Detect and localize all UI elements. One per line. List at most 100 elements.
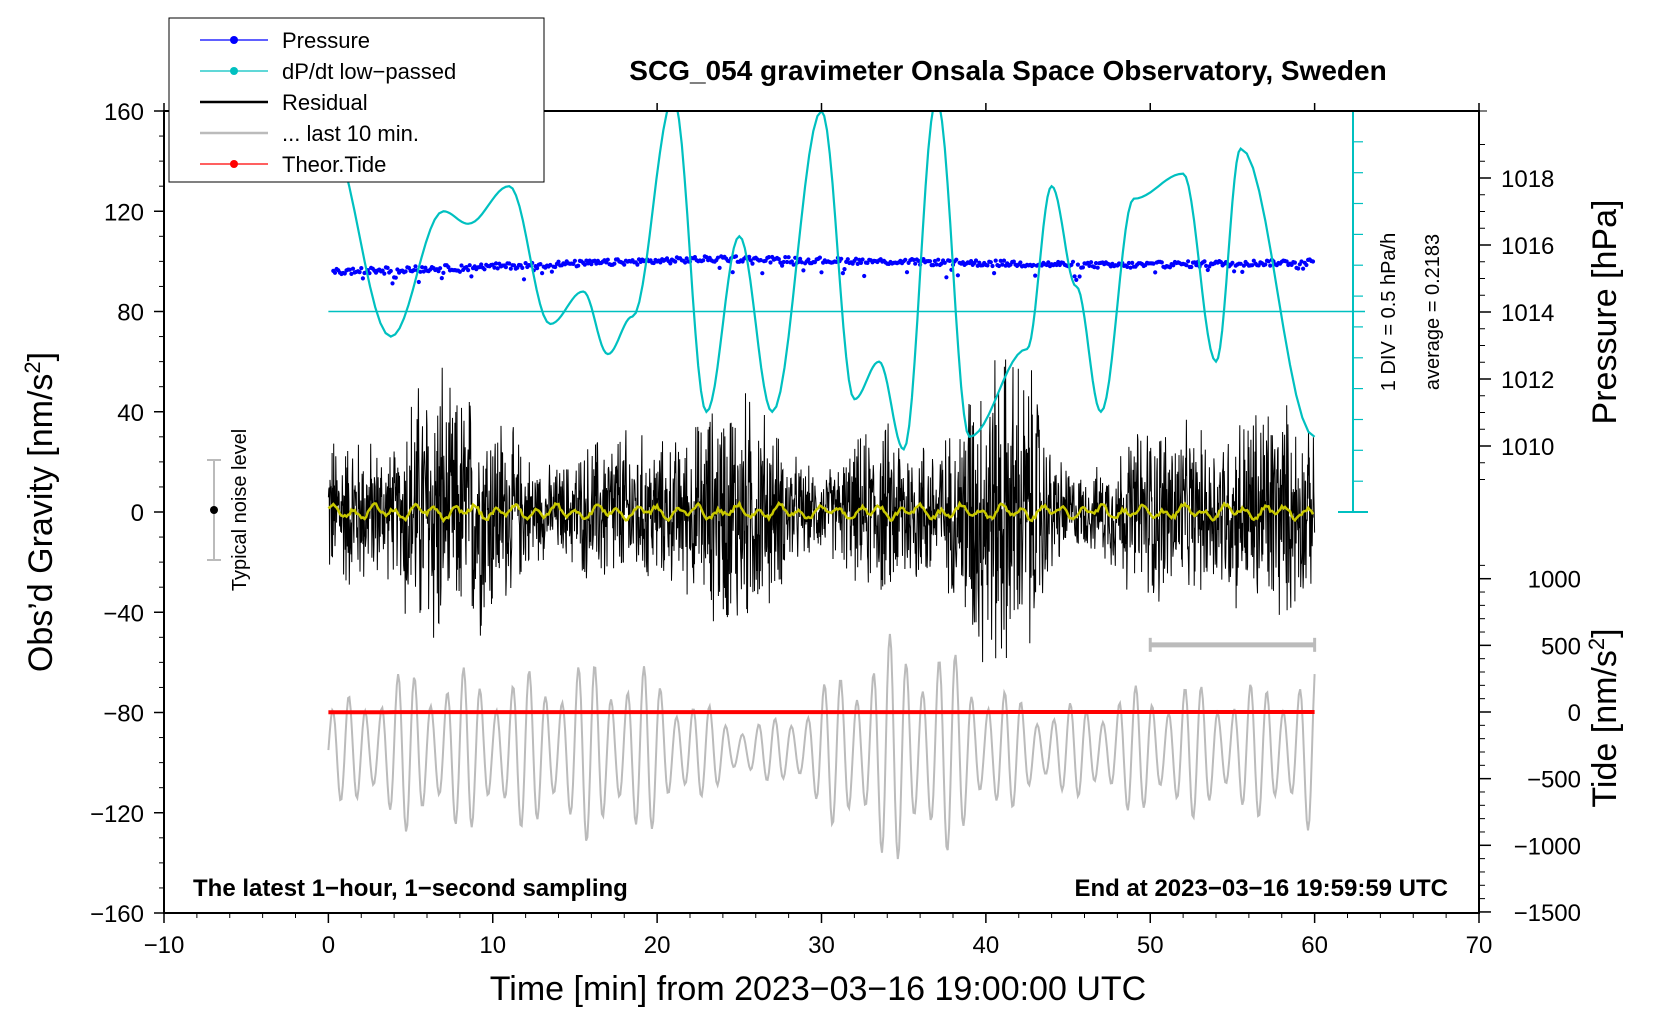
pressure-point xyxy=(748,258,753,263)
pressure-point xyxy=(357,270,362,275)
pressure-point xyxy=(1310,259,1316,264)
pressure-tick-label: 1010 xyxy=(1501,434,1554,461)
pressure-point xyxy=(549,269,555,274)
pressure-point xyxy=(411,268,416,273)
pressure-point xyxy=(385,265,390,270)
pressure-point xyxy=(934,262,939,267)
x-tick-label: 30 xyxy=(808,932,835,959)
legend-box xyxy=(168,17,545,183)
tide-axis-title-sup: 2 xyxy=(1584,638,1609,650)
pressure-point xyxy=(349,271,354,276)
pressure-point xyxy=(350,266,356,271)
pressure-point xyxy=(780,263,785,268)
pressure-point xyxy=(673,259,678,264)
pressure-point xyxy=(760,271,765,276)
pressure-point xyxy=(783,255,788,260)
pressure-point xyxy=(1075,262,1080,267)
pressure-point xyxy=(1218,260,1223,265)
pressure-point xyxy=(1011,259,1016,264)
pressure-point xyxy=(768,260,773,265)
noise-level-marker: Typical noise level xyxy=(207,429,251,591)
pressure-point xyxy=(1301,266,1306,271)
pressure-point xyxy=(955,273,961,278)
noise-label: Typical noise level xyxy=(229,429,251,591)
data-layer xyxy=(327,110,1368,860)
pressure-point xyxy=(1284,259,1289,264)
pressure-point xyxy=(439,276,444,281)
x-axis-title: Time [min] from 2023−03−16 19:00:00 UTC xyxy=(490,970,1146,1008)
pressure-point xyxy=(347,267,352,272)
pressure-point xyxy=(1153,270,1158,275)
pressure-point xyxy=(1095,265,1100,270)
pressure-point xyxy=(806,257,811,262)
legend-label-pressure: Pressure xyxy=(282,28,370,53)
pressure-point xyxy=(605,257,610,262)
pressure-point xyxy=(446,265,451,270)
pressure-point xyxy=(758,258,763,263)
pressure-point xyxy=(520,265,525,270)
pressure-point xyxy=(1128,265,1133,270)
pressure-point xyxy=(791,262,796,267)
pressure-point xyxy=(1089,260,1094,265)
pressure-point xyxy=(766,255,772,260)
pressure-point xyxy=(904,270,910,275)
legend-item-residual: Residual xyxy=(200,90,368,115)
pressure-point xyxy=(507,261,512,266)
pressure-point xyxy=(403,269,408,274)
pressure-point xyxy=(1074,277,1079,282)
pressure-point xyxy=(1256,263,1261,268)
pressure-point xyxy=(382,271,387,276)
pressure-point xyxy=(332,270,338,275)
pressure-point xyxy=(360,276,365,281)
pressure-point xyxy=(817,255,823,260)
pressure-point xyxy=(418,269,423,274)
pressure-point xyxy=(1202,259,1207,264)
y-tick-label: −120 xyxy=(90,801,144,828)
pressure-point xyxy=(684,256,689,261)
sampling-annotation: The latest 1−hour, 1−second sampling xyxy=(193,875,628,902)
x-tick-label: 40 xyxy=(973,932,1000,959)
pressure-point xyxy=(622,262,627,267)
pressure-point xyxy=(988,260,993,265)
pressure-point xyxy=(936,257,941,262)
pressure-point xyxy=(571,261,576,266)
pressure-point xyxy=(913,261,918,266)
pressure-point xyxy=(1046,260,1051,265)
pressure-point xyxy=(975,263,980,268)
pressure-point xyxy=(1240,269,1245,274)
legend-label-residual: Residual xyxy=(282,90,368,115)
tide-axis-title-end: ] xyxy=(1586,628,1624,637)
pressure-tick-label: 1014 xyxy=(1501,300,1554,327)
pressure-point xyxy=(939,261,944,266)
pressure-point xyxy=(781,259,786,265)
pressure-point xyxy=(503,265,508,270)
pressure-point xyxy=(1080,265,1085,270)
pressure-point xyxy=(479,262,484,267)
pressure-point xyxy=(420,265,425,270)
pressure-point xyxy=(1151,261,1156,266)
y-axis-title-main: Obs’d Gravity [nm/s xyxy=(22,374,60,673)
pressure-point xyxy=(540,271,545,276)
pressure-point xyxy=(535,266,540,271)
pressure-point xyxy=(390,281,395,286)
pressure-point xyxy=(947,258,952,263)
pressure-point xyxy=(1031,262,1036,268)
pressure-point xyxy=(855,261,860,266)
tide-tick-label: 0 xyxy=(1568,700,1581,727)
pressure-point xyxy=(1299,259,1304,264)
pressure-point xyxy=(1194,263,1199,268)
pressure-point xyxy=(993,258,998,263)
pressure-point xyxy=(457,269,462,274)
pressure-point xyxy=(1167,265,1173,270)
pressure-point xyxy=(1189,264,1194,270)
dpdt-series-line xyxy=(327,111,1316,451)
pressure-point xyxy=(1069,262,1074,267)
pressure-point xyxy=(969,259,974,264)
tide-tick-label: −1000 xyxy=(1514,833,1581,860)
pressure-point xyxy=(1241,263,1246,268)
legend-item-pressure: Pressure xyxy=(200,28,370,53)
pressure-point xyxy=(1125,264,1130,269)
end-time-annotation: End at 2023−03−16 19:59:59 UTC xyxy=(1074,875,1448,902)
pressure-point xyxy=(492,265,497,270)
pressure-point xyxy=(495,266,500,271)
